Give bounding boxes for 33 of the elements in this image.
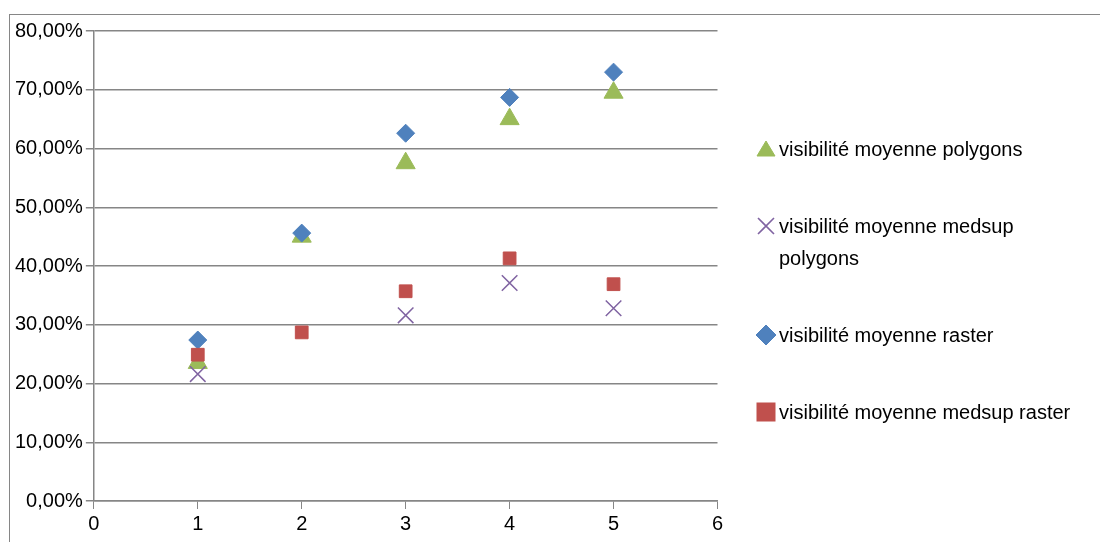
x-tick-label: 0 bbox=[88, 511, 100, 534]
x-tick-label: 3 bbox=[400, 511, 412, 534]
point bbox=[500, 87, 520, 107]
point bbox=[396, 123, 416, 143]
legend-label: visibilité moyenne polygons bbox=[779, 136, 1023, 162]
y-tick-label: 20,00% bbox=[14, 371, 84, 394]
y-tick-label: 60,00% bbox=[14, 136, 84, 159]
y-tick-label: 80,00% bbox=[14, 18, 84, 41]
point bbox=[606, 277, 621, 292]
point bbox=[398, 284, 413, 299]
y-tick-label: 30,00% bbox=[14, 312, 84, 335]
point bbox=[502, 251, 517, 266]
point bbox=[294, 325, 309, 340]
legend-label: visibilité moyenne medsup polygons bbox=[779, 213, 1015, 271]
point bbox=[604, 62, 624, 82]
y-tick-label: 0,00% bbox=[26, 488, 84, 511]
y-tick-label: 40,00% bbox=[14, 253, 84, 276]
legend-label: visibilité moyenne medsup raster bbox=[779, 399, 1071, 425]
point bbox=[501, 274, 519, 292]
legend-label: visibilité moyenne raster bbox=[779, 322, 994, 348]
y-tick-label: 10,00% bbox=[14, 429, 84, 452]
x-tick-label: 1 bbox=[192, 511, 204, 534]
x-tick-label: 4 bbox=[504, 511, 516, 534]
point bbox=[189, 365, 207, 383]
y-tick-label: 70,00% bbox=[14, 77, 84, 100]
point bbox=[190, 347, 205, 362]
point bbox=[397, 306, 415, 324]
y-tick-label: 50,00% bbox=[14, 194, 84, 217]
x-tick-label: 2 bbox=[296, 511, 308, 534]
point bbox=[605, 299, 623, 317]
x-tick-label: 5 bbox=[607, 511, 620, 534]
x-tick-label: 6 bbox=[711, 511, 724, 534]
point bbox=[188, 330, 208, 350]
